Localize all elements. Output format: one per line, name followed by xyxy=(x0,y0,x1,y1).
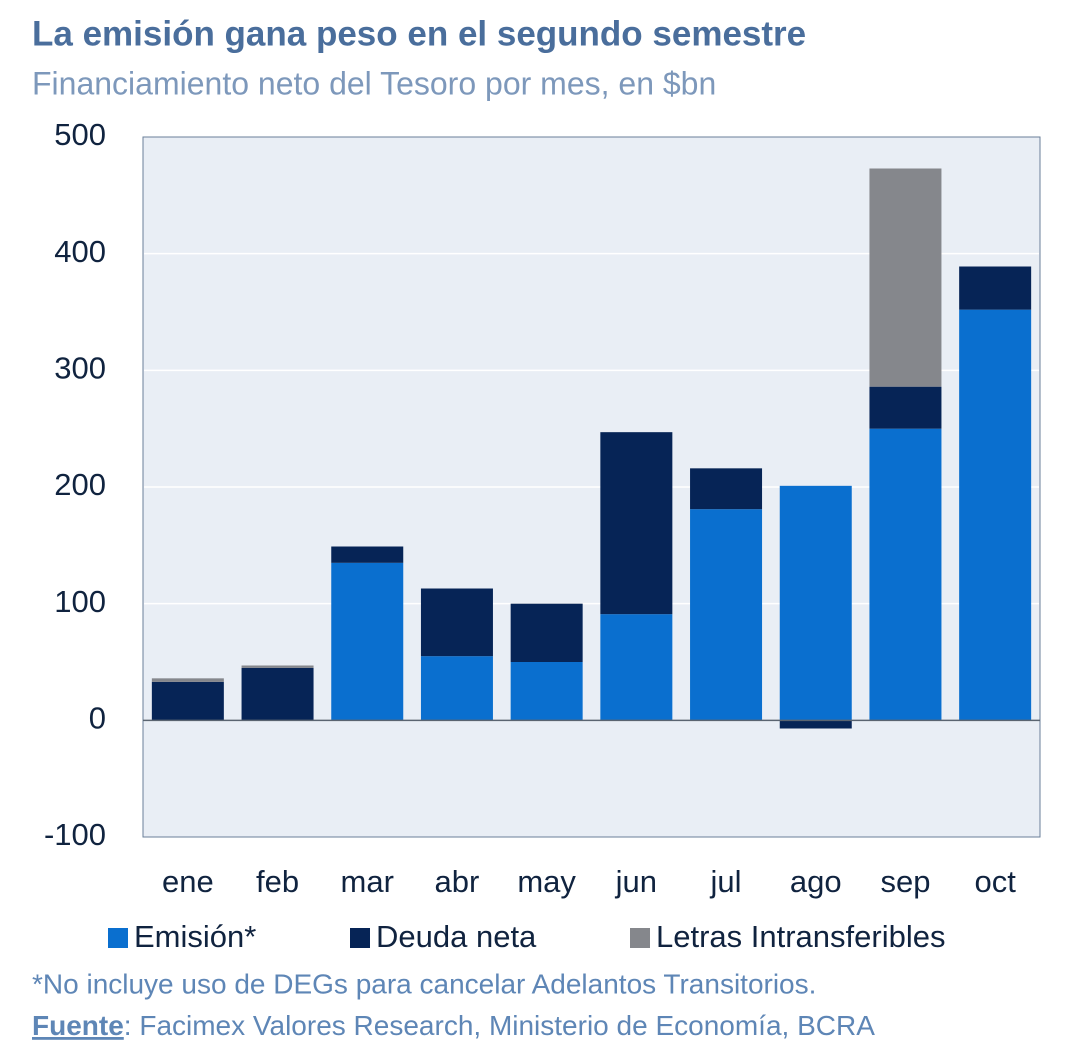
bar-segment xyxy=(779,720,852,729)
legend-label: Letras Intransferibles xyxy=(656,919,945,954)
x-tick-label: may xyxy=(517,864,576,899)
footnote: *No incluye uso de DEGs para cancelar Ad… xyxy=(32,968,816,999)
source: Fuente: Facimex Valores Research, Minist… xyxy=(32,1010,875,1041)
source-text: : Facimex Valores Research, Ministerio d… xyxy=(124,1010,875,1041)
x-tick-label: ago xyxy=(790,864,842,899)
bar-segment xyxy=(510,662,583,721)
x-tick-label: jul xyxy=(710,864,742,899)
bar-segment xyxy=(779,485,852,721)
y-tick-label: 0 xyxy=(89,701,106,736)
y-tick-label: 100 xyxy=(54,584,106,619)
y-tick-label: 300 xyxy=(54,351,106,386)
y-tick-label: 200 xyxy=(54,467,106,502)
y-tick-label: 400 xyxy=(54,234,106,269)
bar-segment xyxy=(959,309,1032,721)
y-tick-label: -100 xyxy=(44,817,106,852)
chart-title: La emisión gana peso en el segundo semes… xyxy=(32,14,806,53)
bar-segment xyxy=(151,678,224,682)
x-tick-label: ene xyxy=(162,864,214,899)
bar-segment xyxy=(241,667,314,721)
bar-segment xyxy=(869,428,942,721)
legend-label: Emisión* xyxy=(134,919,256,954)
bar-segment xyxy=(869,386,942,429)
legend-label: Deuda neta xyxy=(376,919,537,954)
x-tick-label: feb xyxy=(256,864,299,899)
legend-swatch xyxy=(108,928,128,948)
bar-segment xyxy=(600,614,673,721)
bar-segment xyxy=(959,266,1032,310)
bar-segment xyxy=(690,468,763,510)
bar-segment xyxy=(510,603,583,662)
bar-segment xyxy=(331,546,404,563)
x-tick-label: mar xyxy=(341,864,394,899)
bar-segment xyxy=(600,432,673,615)
y-tick-label: 500 xyxy=(54,117,106,152)
x-tick-label: oct xyxy=(974,864,1016,899)
chart-subtitle: Financiamiento neto del Tesoro por mes, … xyxy=(32,65,716,101)
legend-swatch xyxy=(350,928,370,948)
bar-segment xyxy=(331,562,404,721)
x-tick-label: abr xyxy=(435,864,480,899)
bar-segment xyxy=(420,656,493,721)
source-label: Fuente xyxy=(32,1010,124,1041)
x-tick-label: jun xyxy=(615,864,657,899)
bar-segment xyxy=(151,681,224,721)
bar-segment xyxy=(241,665,314,668)
bar-segment xyxy=(869,168,942,387)
bar-segment xyxy=(690,509,763,721)
bar-segment xyxy=(420,588,493,657)
x-tick-label: sep xyxy=(880,864,930,899)
legend-swatch xyxy=(630,928,650,948)
